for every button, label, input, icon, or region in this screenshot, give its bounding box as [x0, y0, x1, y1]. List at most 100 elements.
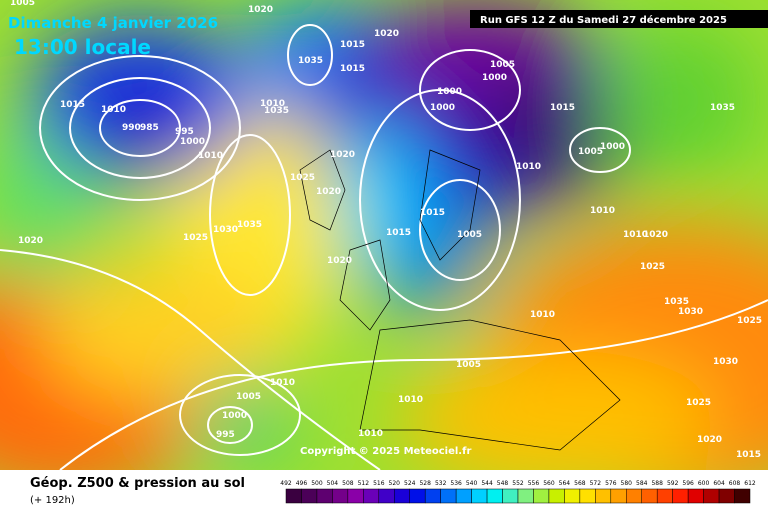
isobar-label: 1010 [101, 105, 126, 115]
color-box [363, 488, 380, 504]
isobar-label: 1015 [550, 103, 575, 113]
run-box [470, 10, 768, 28]
color-box [641, 488, 658, 504]
isobar-label: 1015 [420, 208, 445, 218]
color-box [734, 488, 751, 504]
isobar-label: 1010 [590, 206, 615, 216]
legend-tick: 576 [605, 480, 617, 487]
isobar-label: 1020 [643, 230, 668, 240]
color-box [424, 488, 441, 504]
isobar-label: 1005 [578, 147, 603, 157]
isobar-label: 1025 [737, 316, 762, 326]
isobar-label: 1010 [358, 429, 383, 439]
isobar-label: 1015 [736, 450, 761, 460]
isobar-label: 1000 [180, 137, 205, 147]
copyright: Copyright © 2025 Meteociel.fr [300, 446, 471, 457]
isobar-label: 1000 [437, 87, 462, 97]
isobar-label: 1010 [198, 151, 223, 161]
legend-tick: 536 [450, 480, 462, 487]
legend-tick: 552 [512, 480, 524, 487]
isobar-label: 1015 [340, 40, 365, 50]
forecast-time: 13:00 locale [14, 35, 151, 59]
color-box [378, 488, 395, 504]
color-box [316, 488, 333, 504]
color-box [656, 488, 673, 504]
legend-tick: 532 [435, 480, 447, 487]
isobar-label: 1010 [516, 162, 541, 172]
legend-tick: 572 [590, 480, 602, 487]
isobar-label: 1035 [264, 106, 289, 116]
isobar-label: 1015 [386, 228, 411, 238]
legend-tick: 584 [636, 480, 648, 487]
isobar-label: 1020 [330, 150, 355, 160]
color-box [703, 488, 720, 504]
legend: Géop. Z500 & pression au sol (+ 192h) 49… [30, 476, 756, 506]
legend-tick: 592 [667, 480, 679, 487]
isobar-label: 990 [122, 123, 141, 133]
color-box [394, 488, 410, 504]
isobar-label: 1030 [213, 225, 238, 235]
isobar-label: 1000 [222, 411, 247, 421]
color-box [718, 488, 735, 504]
legend-tick: 612 [744, 480, 756, 487]
isobar-label: 985 [140, 123, 159, 133]
isobar-label: 1025 [290, 173, 315, 183]
legend-tick: 548 [497, 480, 509, 487]
legend-tick: 604 [713, 480, 725, 487]
color-box [564, 488, 581, 504]
color-box [672, 488, 689, 504]
legend-tick: 524 [404, 480, 416, 487]
forecast-date: Dimanche 4 janvier 2026 [8, 14, 218, 32]
isobar-label: 1020 [316, 187, 341, 197]
isobar-label: 1035 [710, 103, 735, 113]
isobar-label: 1000 [430, 103, 455, 113]
run-info: Run GFS 12 Z du Samedi 27 décembre 2025 [480, 14, 727, 26]
legend-tick: 564 [559, 480, 571, 487]
isobar-label: 1020 [18, 236, 43, 246]
isobar-label: 1015 [340, 64, 365, 74]
isobar-label: 1005 [236, 392, 261, 402]
legend-tick: 580 [621, 480, 633, 487]
isobar-label: 1020 [374, 29, 399, 39]
map: 1005 1020 1020 1015 1035 1015 1005 1000 1000 1000… [0, 0, 768, 470]
legend-tick: 512 [358, 480, 370, 487]
legend-tick: 508 [342, 480, 354, 487]
isobar-label: 1005 [457, 230, 482, 240]
legend-tick: 528 [419, 480, 431, 487]
isobar-label: 995 [175, 127, 194, 137]
color-box [471, 488, 488, 504]
color-box [486, 488, 503, 504]
color-box [610, 488, 627, 504]
color-box [409, 488, 426, 504]
isobar-label: 1035 [298, 56, 323, 66]
color-box [455, 488, 472, 504]
isobar-label: 1000 [482, 73, 507, 83]
isobar-label: 1010 [398, 395, 423, 405]
color-box [548, 488, 565, 504]
isobars [0, 24, 768, 470]
color-box [502, 488, 519, 504]
legend-tick: 500 [311, 480, 323, 487]
color-box [626, 488, 642, 504]
legend-tick: 492 [280, 480, 292, 487]
isobar-label: 1030 [678, 307, 703, 317]
isobar-label: 1035 [237, 220, 262, 230]
color-box [332, 488, 349, 504]
coastlines [299, 149, 621, 451]
color-box [579, 488, 596, 504]
color-box [687, 488, 704, 504]
color-box [517, 488, 534, 504]
legend-tick: 588 [651, 480, 663, 487]
isobar-label: 1015 [60, 100, 85, 110]
isobar-label: 1020 [327, 256, 352, 266]
isobar-label: 1005 [456, 360, 481, 370]
color-box [347, 488, 364, 504]
isobar-label: 995 [216, 430, 235, 440]
color-box [533, 488, 550, 504]
isobar-label: 1025 [640, 262, 665, 272]
legend-tick: 556 [528, 480, 540, 487]
legend-tick: 520 [389, 480, 401, 487]
isobar-label: 1030 [713, 357, 738, 367]
isobar-label: 1010 [530, 310, 555, 320]
